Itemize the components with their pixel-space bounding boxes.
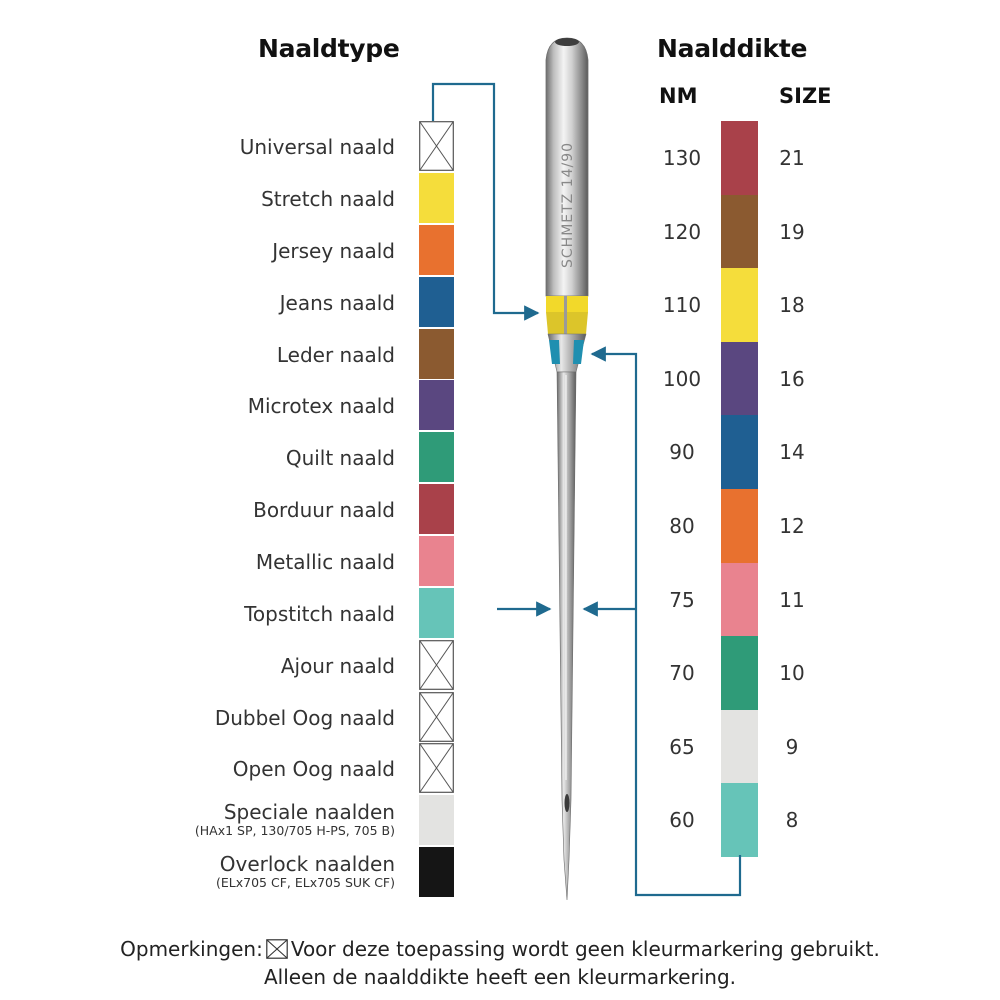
needle-size-swatch <box>721 783 758 857</box>
needle-engraving: SCHMETZ 14/90 <box>560 142 576 268</box>
needle-type-swatch <box>419 743 454 793</box>
needle-type-label: Open Oog naald <box>125 757 395 781</box>
needle-type-swatch <box>419 329 454 379</box>
needle-type-swatch <box>419 484 454 534</box>
needle-type-name: Ajour naald <box>280 654 395 678</box>
needle-type-name: Stretch naald <box>261 187 395 211</box>
type-connector-arrow <box>431 82 540 321</box>
nm-value: 60 <box>669 808 695 832</box>
needle-type-name: Jersey naald <box>272 239 395 263</box>
nm-column-header: NM <box>659 84 698 108</box>
needle-type-label: Jeans naald <box>125 291 395 315</box>
needle-type-band <box>546 296 588 334</box>
needle-type-name: Metallic naald <box>255 550 395 574</box>
nm-value: 90 <box>669 440 695 464</box>
needle-type-label: Topstitch naald <box>125 602 395 626</box>
needle-blade <box>556 371 577 901</box>
needle-type-swatch <box>419 380 454 430</box>
size-value: 18 <box>779 293 805 317</box>
nm-value: 75 <box>669 588 695 612</box>
nm-value: 80 <box>669 514 695 538</box>
footer-line-2: Alleen de naalddikte heeft een kleurmark… <box>263 965 737 989</box>
footer-prefix: Opmerkingen: <box>120 937 263 961</box>
needle-type-swatch <box>419 225 454 275</box>
needle-size-swatch <box>721 489 758 563</box>
needle-type-swatch <box>419 847 454 897</box>
needle-type-label: Dubbel Oog naald <box>125 706 395 730</box>
needle-type-name: Borduur naald <box>253 498 395 522</box>
needle-type-name: Quilt naald <box>285 446 395 470</box>
nm-value: 130 <box>662 146 702 170</box>
size-value: 11 <box>779 588 805 612</box>
needle-type-name: Universal naald <box>239 135 395 159</box>
needle-size-swatch <box>721 563 758 637</box>
needle-size-band <box>549 340 584 364</box>
needle-type-label: Jersey naald <box>125 239 395 263</box>
needle-type-label: Leder naald <box>125 343 395 367</box>
needle-type-name: Leder naald <box>276 343 395 367</box>
needle-type-models: (ELx705 CF, ELx705 SUK CF) <box>216 875 395 890</box>
size-value: 10 <box>779 661 805 685</box>
needle-type-swatch <box>419 536 454 586</box>
needle-size-swatch <box>721 342 758 416</box>
needle-type-label: Stretch naald <box>125 187 395 211</box>
needle-type-title: Naaldtype <box>258 34 400 63</box>
needle-type-name: Jeans naald <box>279 291 395 315</box>
nm-value: 70 <box>669 661 695 685</box>
needle-type-label: Ajour naald <box>125 654 395 678</box>
nm-value: 100 <box>662 367 702 391</box>
size-value: 19 <box>779 220 805 244</box>
size-value: 21 <box>779 146 805 170</box>
needle-type-swatch <box>419 692 454 742</box>
needle-shank <box>545 37 589 297</box>
needle-size-swatch <box>721 268 758 342</box>
size-value: 8 <box>785 808 799 832</box>
needle-type-label: Microtex naald <box>125 394 395 418</box>
footer-note: Opmerkingen: Voor deze toepassing wordt g… <box>0 937 1000 964</box>
needle-type-swatch <box>419 432 454 482</box>
needle-type-name: Topstitch naald <box>244 602 395 626</box>
needle-type-label: Universal naald <box>125 135 395 159</box>
needle-size-swatch <box>721 195 758 269</box>
needle-type-name: Open Oog naald <box>232 757 395 781</box>
needle-size-swatch <box>721 415 758 489</box>
needle-type-name: Overlock naalden <box>219 852 395 876</box>
footer-line-1: Voor deze toepassing wordt geen kleurmar… <box>290 937 880 961</box>
needle-type-swatch <box>419 173 454 223</box>
needle-type-label: Metallic naald <box>125 550 395 574</box>
nm-value: 65 <box>669 735 695 759</box>
needle-type-models: (HAx1 SP, 130/705 H-PS, 705 B) <box>194 823 395 838</box>
size-column-header: SIZE <box>779 84 832 108</box>
needle-size-title: Naalddikte <box>657 34 808 63</box>
needle-type-name: Dubbel Oog naald <box>214 706 395 730</box>
needle-type-label: Speciale naalden (HAx1 SP, 130/705 H-PS, … <box>125 800 395 838</box>
nm-value: 120 <box>662 220 702 244</box>
needle-size-swatch <box>721 636 758 710</box>
needle-type-name: Microtex naald <box>247 394 395 418</box>
needle-type-swatch <box>419 121 454 171</box>
size-value: 12 <box>779 514 805 538</box>
no-marking-icon <box>266 939 288 964</box>
needle-eye <box>564 794 570 812</box>
needle-type-swatch <box>419 588 454 638</box>
size-value: 9 <box>785 735 799 759</box>
needle-type-name: Speciale naalden <box>223 800 395 824</box>
needle-size-swatch <box>721 710 758 784</box>
needle-type-label: Borduur naald <box>125 498 395 522</box>
needle-type-swatch <box>419 640 454 690</box>
size-value: 14 <box>779 440 805 464</box>
size-connector-arrow <box>582 346 742 897</box>
size-value: 16 <box>779 367 805 391</box>
needle-type-swatch <box>419 277 454 327</box>
needle-type-swatch <box>419 795 454 845</box>
nm-value: 110 <box>662 293 702 317</box>
needle-type-label: Overlock naalden (ELx705 CF, ELx705 SUK C… <box>125 852 395 890</box>
needle-type-label: Quilt naald <box>125 446 395 470</box>
needle-size-swatch <box>721 121 758 195</box>
